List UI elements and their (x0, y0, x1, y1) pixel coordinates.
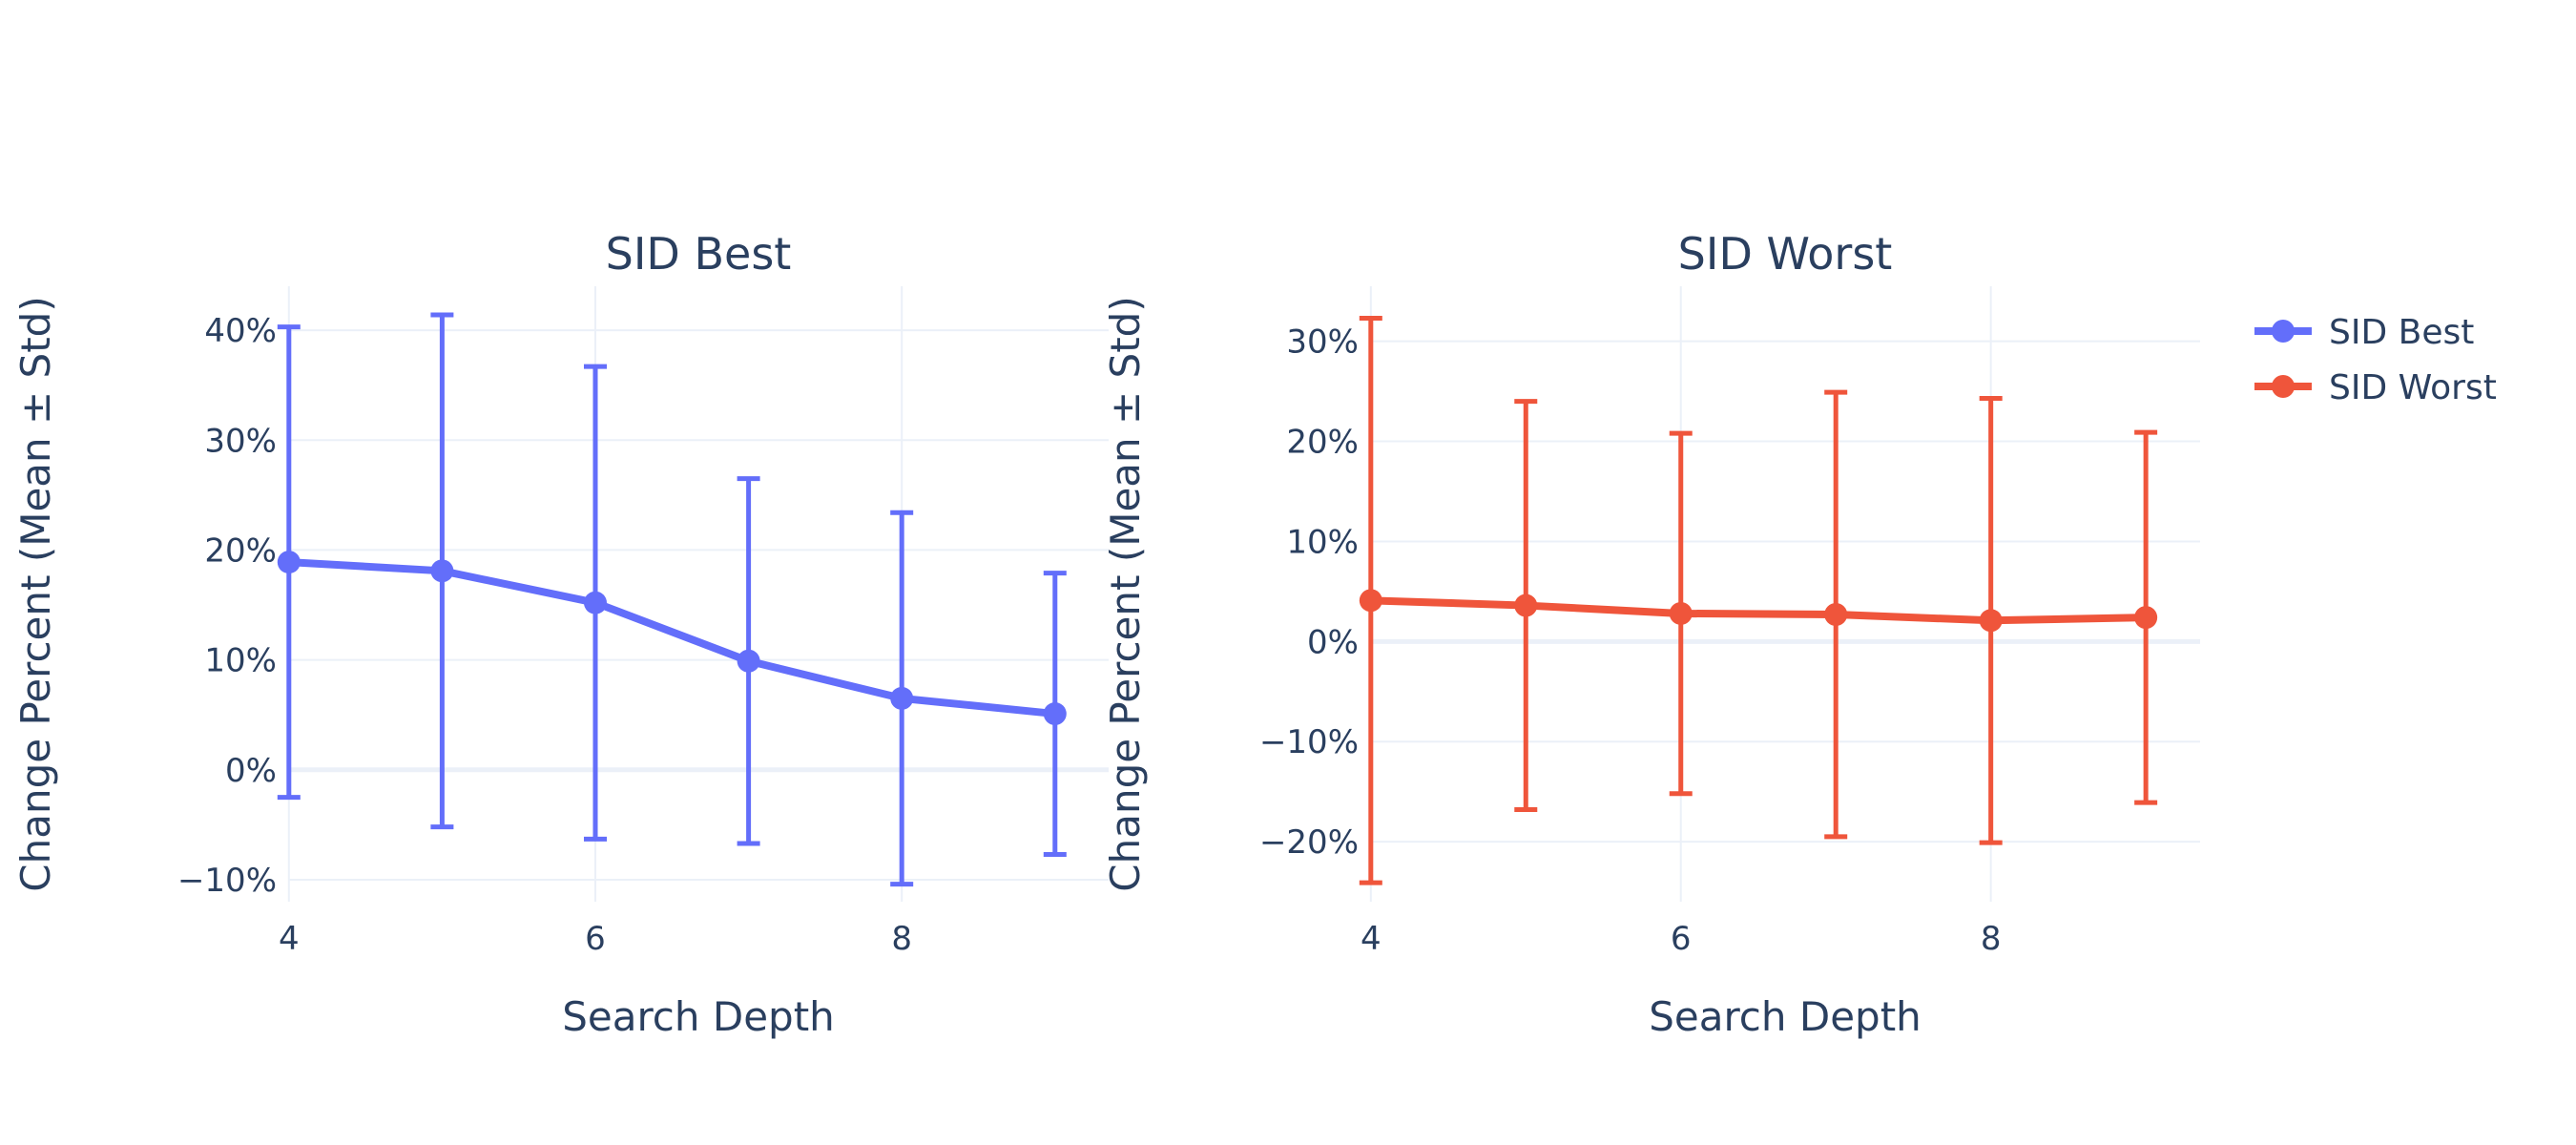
y-tick-label: −10% (177, 862, 277, 900)
subplot-title: SID Worst (1678, 228, 1893, 280)
data-point[interactable] (2134, 606, 2158, 630)
subplot-1: 4 6 8 −10% 0% 10% 20% 30% 40% SID Best Search Dept… (12, 228, 1109, 1040)
legend-item[interactable]: SID Worst (2254, 368, 2497, 407)
y-tick-label: −10% (1259, 723, 1359, 761)
legend-label: SID Best (2329, 313, 2474, 352)
legend-swatch-marker (2272, 320, 2295, 343)
legend[interactable]: SID Best SID Worst (2254, 313, 2497, 407)
y-tick-label: 30% (1286, 323, 1359, 362)
y-axis-title: Change Percent (Mean ± Std) (12, 296, 59, 891)
x-tick-label: 8 (891, 920, 912, 958)
subplot-title: SID Best (606, 228, 792, 280)
data-point[interactable] (583, 591, 607, 614)
x-tick-label: 6 (585, 920, 606, 958)
data-point[interactable] (430, 559, 454, 583)
subplot-2: 4 6 8 −20% −10% 0% 10% 20% 30% SID Worst Search De… (1102, 228, 2200, 1040)
x-tick-label: 8 (1981, 920, 2002, 958)
legend-item[interactable]: SID Best (2254, 313, 2474, 352)
y-tick-label: 0% (1307, 623, 1359, 661)
data-point[interactable] (1979, 609, 2003, 633)
series-line (288, 558, 1056, 718)
y-tick-label: 20% (1286, 424, 1359, 462)
y-tick-label: 10% (204, 642, 277, 680)
series-sid-best (277, 312, 1067, 887)
data-point[interactable] (737, 649, 760, 673)
data-point[interactable] (1669, 601, 1693, 625)
x-axis-title: Search Depth (562, 993, 835, 1040)
data-point[interactable] (1514, 593, 1538, 617)
series-line (1370, 596, 2147, 625)
y-tick-label: 30% (204, 422, 277, 460)
y-tick-label: 20% (204, 531, 277, 570)
data-point[interactable] (277, 551, 301, 574)
x-axis-title: Search Depth (1649, 993, 1922, 1040)
x-tick-label: 6 (1671, 920, 1692, 958)
y-tick-label: 40% (204, 312, 277, 350)
data-point[interactable] (1043, 702, 1067, 726)
x-tick-label: 4 (1361, 920, 1381, 958)
data-point[interactable] (1824, 603, 1848, 626)
y-tick-label: 0% (225, 752, 277, 790)
series-sid-worst (1359, 316, 2158, 885)
x-tick-label: 4 (279, 920, 300, 958)
legend-label: SID Worst (2329, 368, 2497, 407)
data-point[interactable] (1359, 589, 1382, 613)
legend-swatch-marker (2272, 375, 2295, 398)
y-tick-label: −20% (1259, 823, 1359, 862)
y-tick-label: 10% (1286, 523, 1359, 561)
y-axis-title: Change Percent (Mean ± Std) (1102, 296, 1149, 891)
data-point[interactable] (890, 686, 914, 710)
